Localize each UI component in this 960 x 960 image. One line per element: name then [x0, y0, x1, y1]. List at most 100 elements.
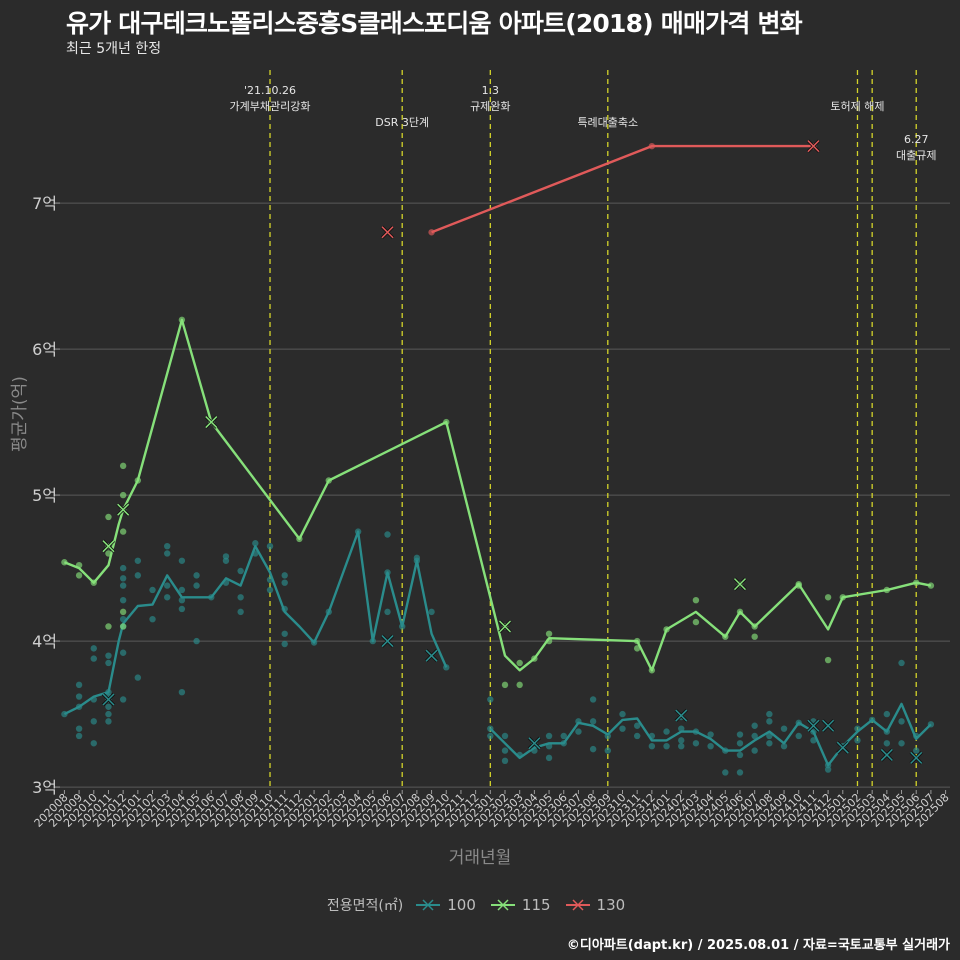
legend-label-100: 100 [447, 896, 476, 914]
cancel-mark-100 [836, 741, 849, 754]
data-point-100 [105, 688, 112, 696]
data-point-100 [149, 615, 156, 623]
data-point-100 [883, 740, 891, 747]
data-point-115 [722, 633, 729, 640]
data-point-100 [237, 594, 244, 601]
data-point-115 [751, 633, 758, 640]
data-point-100 [898, 659, 905, 667]
legend-swatch-115 [490, 899, 515, 911]
data-point-100 [751, 722, 758, 729]
event-label: 1.3 [482, 84, 500, 97]
cancel-mark-115 [205, 416, 218, 429]
cancel-mark-115 [117, 503, 130, 516]
chart-title: 유가 대구테크노폴리스중흥S클래스포디움 아파트(2018) 매매가격 변화 [66, 9, 803, 38]
data-point-100 [619, 710, 626, 718]
data-point-100 [90, 645, 97, 652]
data-point-100 [281, 630, 288, 637]
data-point-100 [678, 737, 685, 744]
data-point-100 [208, 594, 215, 601]
cancel-mark-100 [102, 693, 115, 706]
data-point-100 [266, 542, 274, 550]
data-point-100 [178, 586, 186, 594]
source-caption: ©디아파트(dapt.kr) / 2025.08.01 / 자료=국토교통부 실… [566, 938, 950, 953]
data-point-100 [648, 743, 656, 750]
legend-label-130: 130 [596, 896, 626, 914]
data-point-100 [90, 740, 97, 747]
data-point-100 [736, 769, 744, 776]
data-point-100 [883, 710, 891, 718]
data-point-100 [766, 732, 773, 740]
data-point-100 [119, 582, 127, 589]
y-tick-label: 7억 [32, 194, 57, 213]
event-label: '21.10.26 [244, 84, 296, 97]
data-point-100 [883, 728, 891, 735]
data-point-115 [119, 608, 127, 616]
data-point-100 [707, 743, 714, 750]
data-point-115 [105, 513, 112, 521]
data-point-115 [633, 637, 641, 645]
x-axis-ticks: 2020082020092020102020112020122021012021… [32, 790, 952, 830]
data-point-115 [134, 477, 142, 484]
data-point-115 [501, 681, 509, 689]
data-point-115 [545, 630, 553, 637]
y-tick-label: 6억 [32, 340, 57, 359]
data-point-100 [678, 725, 685, 732]
data-point-100 [90, 655, 97, 662]
data-point-100 [105, 710, 112, 718]
data-point-100 [722, 769, 729, 776]
legend-swatch-100 [416, 899, 441, 911]
data-point-100 [413, 557, 421, 564]
data-point-100 [105, 659, 112, 667]
event-label: 특례대출축소 [577, 116, 638, 129]
data-point-100 [222, 557, 230, 564]
y-axis-ticks: 3억 4억 5억 6억 7억 [32, 194, 60, 797]
data-point-100 [119, 575, 127, 582]
data-point-115 [736, 608, 744, 616]
data-point-115 [119, 528, 127, 535]
data-point-115 [913, 579, 920, 586]
data-point-100 [824, 766, 832, 773]
data-point-115 [824, 594, 832, 601]
data-point-100 [545, 754, 553, 762]
data-point-100 [810, 737, 817, 744]
data-point-100 [105, 652, 112, 659]
data-point-100 [898, 718, 905, 725]
data-point-100 [193, 582, 200, 589]
data-point-100 [560, 732, 567, 740]
data-point-115 [105, 623, 112, 630]
data-point-100 [868, 716, 876, 724]
data-point-100 [913, 732, 920, 740]
data-point-100 [692, 740, 700, 747]
data-point-100 [75, 732, 83, 740]
data-point-100 [633, 722, 641, 729]
cancel-mark-100 [822, 719, 835, 732]
data-point-115 [178, 316, 186, 324]
data-point-100 [119, 649, 127, 656]
data-point-100 [854, 737, 861, 744]
data-point-100 [75, 725, 83, 732]
data-point-100 [766, 718, 773, 725]
data-point-115 [751, 623, 758, 630]
event-label: 토허제 해제 [830, 99, 884, 113]
data-point-100 [105, 703, 112, 710]
data-point-100 [443, 664, 450, 671]
data-point-100 [252, 540, 259, 547]
data-point-115 [325, 477, 332, 484]
data-point-100 [589, 745, 597, 753]
data-point-100 [810, 728, 817, 735]
legend-item-130: 130 [565, 896, 626, 914]
data-point-100 [384, 569, 391, 576]
data-marks [61, 139, 935, 776]
data-point-115 [119, 462, 127, 470]
data-point-100 [501, 732, 509, 740]
y-tick-label: 3억 [32, 778, 57, 797]
cancel-mark-115 [733, 578, 747, 591]
data-point-100 [252, 550, 259, 557]
data-point-100 [119, 696, 127, 703]
data-point-100 [178, 597, 186, 604]
data-point-100 [487, 696, 494, 703]
data-point-100 [237, 567, 244, 575]
chart-subtitle: 최근 5개년 한정 [66, 41, 162, 57]
data-point-100 [119, 597, 127, 604]
